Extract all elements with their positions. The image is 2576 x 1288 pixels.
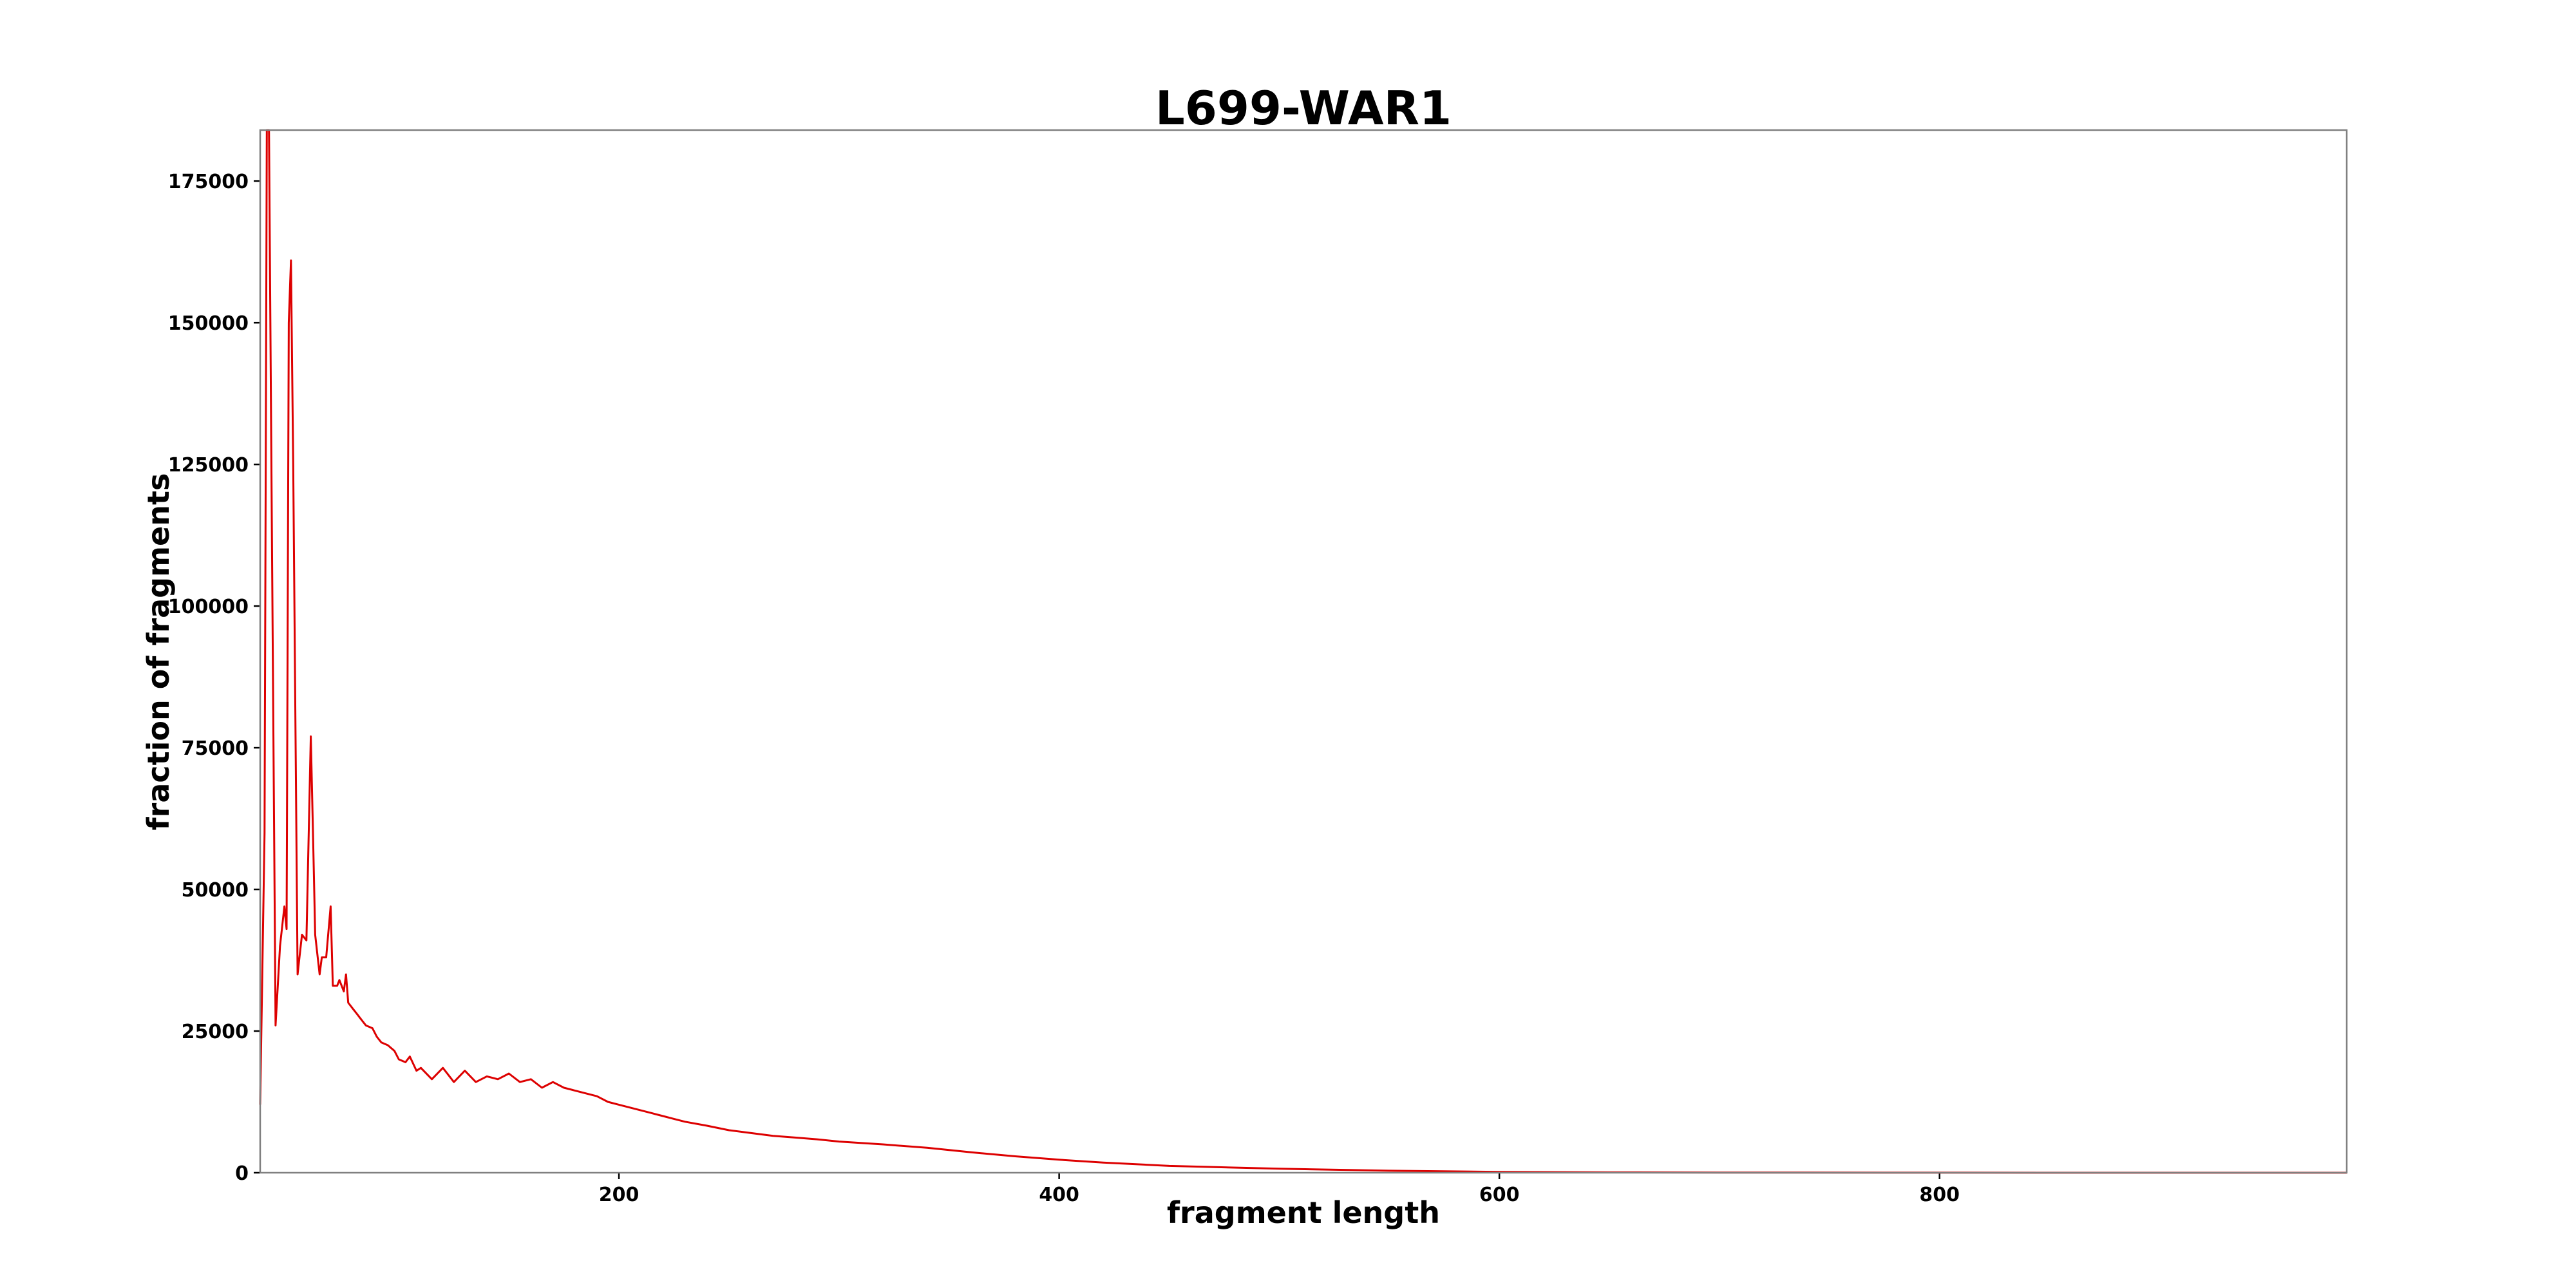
x-tick-label: 200 (599, 1184, 639, 1206)
plot-frame (259, 129, 2348, 1174)
y-tick-label: 100000 (168, 596, 249, 618)
y-tick-label: 50000 (182, 879, 249, 902)
chart-title: L699-WAR1 (1155, 81, 1452, 135)
y-tick-label: 175000 (168, 171, 249, 193)
x-tick-label: 800 (1919, 1184, 1960, 1206)
y-tick-label: 125000 (168, 454, 249, 477)
series-line (259, 129, 2347, 1174)
x-tick-label: 400 (1039, 1184, 1079, 1206)
y-tick-label: 150000 (168, 312, 249, 335)
y-tick-label: 75000 (182, 737, 249, 760)
y-tick-label: 25000 (182, 1021, 249, 1043)
series-group (259, 129, 2347, 1174)
x-tick-label: 600 (1479, 1184, 1520, 1206)
tick-group: 200 400 600 800 0 25000 50000 75000 100000 125000… (168, 171, 1960, 1206)
y-tick-label: 0 (235, 1162, 249, 1185)
y-axis-label: fraction of fragments (141, 473, 176, 831)
x-axis-label: fragment length (1167, 1195, 1440, 1230)
